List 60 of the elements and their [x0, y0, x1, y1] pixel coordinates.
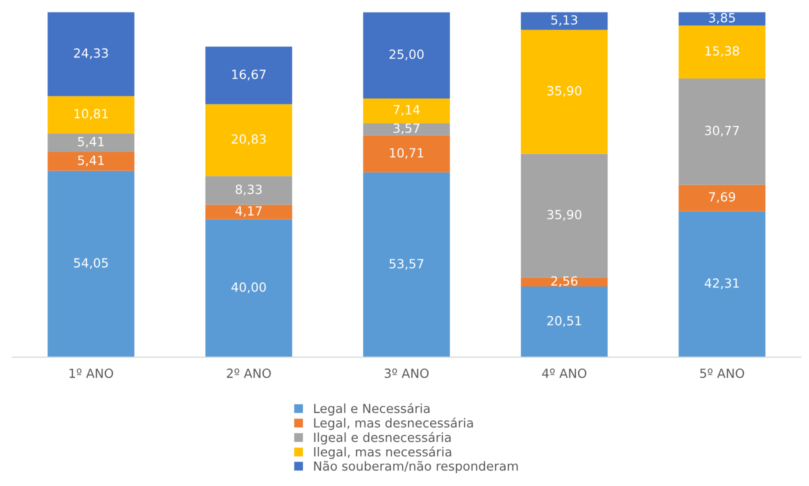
data-label: 10,81	[74, 108, 108, 120]
data-label: 20,51	[547, 316, 582, 327]
bar	[363, 123, 450, 136]
data-label: 35,90	[547, 210, 582, 221]
bar	[205, 46, 292, 104]
legend-label: Não souberam/não responderam	[314, 460, 518, 474]
data-label: 7,69	[709, 192, 736, 203]
data-label: 42,31	[704, 278, 739, 290]
bar	[363, 135, 450, 172]
data-label: 53,57	[390, 258, 424, 270]
bar	[363, 172, 450, 358]
data-label: 16,67	[232, 70, 266, 80]
x-tick-label: 2º ANO	[226, 368, 271, 378]
bar	[205, 219, 292, 358]
data-label: 2,56	[551, 276, 578, 287]
bar	[48, 12, 134, 96]
bar	[520, 278, 608, 286]
bar	[678, 12, 766, 26]
data-label: 5,13	[551, 15, 578, 26]
bar	[520, 12, 608, 30]
bar	[678, 184, 766, 212]
bar	[678, 25, 766, 79]
data-label: 24,33	[74, 48, 108, 60]
data-label: 3,85	[709, 13, 735, 24]
bar	[520, 154, 608, 278]
bar	[363, 98, 450, 124]
bar	[520, 286, 608, 358]
data-label: 4,17	[235, 206, 262, 217]
data-label: 3,57	[394, 123, 420, 134]
x-tick-label: 3º ANO	[384, 368, 429, 378]
data-label: 7,14	[394, 105, 420, 116]
bar	[678, 78, 766, 185]
data-label: 10,71	[390, 148, 424, 159]
data-label: 5,41	[78, 137, 104, 148]
legend-label: Legal e Necessária	[314, 402, 430, 416]
bar	[48, 133, 134, 152]
data-label: 35,90	[547, 86, 582, 97]
bar	[48, 152, 134, 171]
bar	[48, 170, 134, 358]
data-label: 25,00	[390, 50, 424, 60]
bar	[520, 30, 608, 154]
bar	[205, 176, 292, 205]
bar	[363, 12, 450, 98]
x-tick-label: 5º ANO	[700, 368, 744, 378]
x-tick-label: 4º ANO	[542, 368, 586, 378]
bar	[205, 204, 292, 220]
bar	[205, 104, 292, 176]
x-tick-label: 1º ANO	[70, 368, 114, 378]
legend-label: Legal, mas desnecessária	[314, 417, 473, 430]
data-label: 40,00	[231, 282, 266, 294]
legend-label: Ilgeal e desnecessária	[314, 432, 451, 445]
data-label: 15,38	[706, 46, 740, 57]
data-label: 8,33	[236, 184, 262, 196]
legend-label: Ilegal, mas necessária	[314, 446, 452, 459]
bar	[678, 211, 766, 358]
data-label: 20,83	[232, 134, 266, 146]
data-label: 30,77	[705, 126, 739, 137]
data-label: 54,05	[74, 258, 108, 269]
data-label: 5,41	[78, 156, 104, 166]
bar	[48, 96, 134, 134]
